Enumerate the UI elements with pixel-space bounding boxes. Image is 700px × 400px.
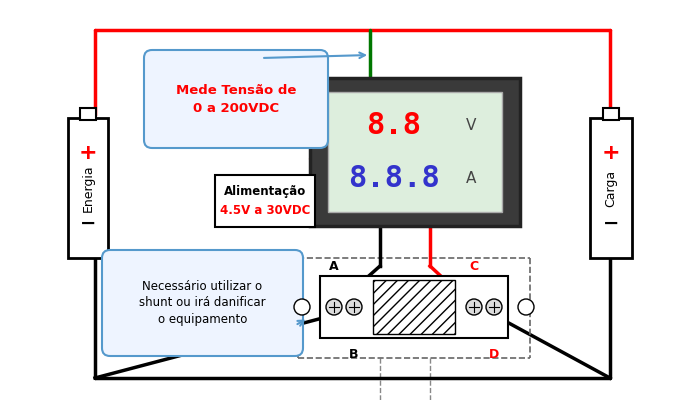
Bar bbox=[310, 78, 520, 226]
Text: D: D bbox=[489, 348, 499, 360]
Text: V: V bbox=[466, 118, 476, 133]
Text: +: + bbox=[78, 143, 97, 163]
Text: −: − bbox=[603, 214, 620, 232]
Bar bbox=[590, 118, 632, 258]
Bar bbox=[68, 118, 108, 258]
Circle shape bbox=[346, 299, 362, 315]
Circle shape bbox=[486, 299, 502, 315]
Text: Energia: Energia bbox=[81, 164, 94, 212]
Bar bbox=[372, 280, 456, 334]
Text: A: A bbox=[329, 260, 339, 272]
Text: 8.8: 8.8 bbox=[367, 111, 421, 140]
Circle shape bbox=[326, 299, 342, 315]
Text: Mede Tensão de
0 a 200VDC: Mede Tensão de 0 a 200VDC bbox=[176, 84, 296, 114]
Text: −: − bbox=[80, 214, 96, 232]
Text: 8.8.8: 8.8.8 bbox=[348, 164, 440, 193]
FancyBboxPatch shape bbox=[144, 50, 328, 148]
Bar bbox=[603, 108, 619, 120]
Text: C: C bbox=[470, 260, 479, 272]
Text: 4.5V a 30VDC: 4.5V a 30VDC bbox=[220, 204, 310, 216]
Text: B: B bbox=[349, 348, 358, 360]
Bar bbox=[80, 108, 96, 120]
Text: A: A bbox=[466, 171, 476, 186]
Bar bbox=[215, 175, 315, 227]
Text: Alimentação: Alimentação bbox=[224, 184, 306, 198]
Circle shape bbox=[518, 299, 534, 315]
Circle shape bbox=[466, 299, 482, 315]
Text: +: + bbox=[602, 143, 620, 163]
Bar bbox=[328, 92, 502, 212]
FancyBboxPatch shape bbox=[102, 250, 303, 356]
Bar bbox=[320, 276, 508, 338]
Text: Carga: Carga bbox=[605, 170, 617, 206]
Circle shape bbox=[294, 299, 310, 315]
Text: Necessário utilizar o
shunt ou irá danificar
o equipamento: Necessário utilizar o shunt ou irá danif… bbox=[139, 280, 266, 326]
